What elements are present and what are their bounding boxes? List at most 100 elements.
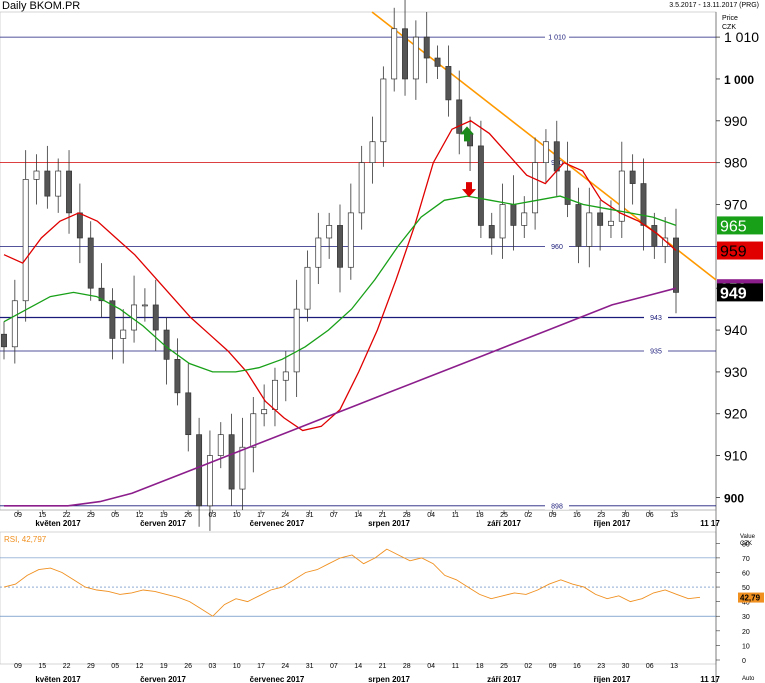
candle: [272, 379, 278, 410]
candle: [152, 304, 159, 331]
x-tick-label: 15: [38, 512, 46, 519]
rsi-x-tick-label: 21: [379, 663, 387, 670]
rsi-x-tick-label: 31: [306, 663, 314, 670]
x-tick-label: 19: [160, 512, 168, 519]
x-tick-label: 11: [452, 512, 459, 519]
candle: [304, 266, 311, 310]
hline-label-bg: [545, 501, 569, 510]
candle: [315, 237, 322, 268]
candle: [510, 204, 517, 226]
candle: [618, 170, 625, 222]
x-tick-label: 16: [573, 512, 581, 519]
candle: [542, 141, 549, 164]
hline-label: 898: [551, 503, 563, 510]
candle: [412, 36, 419, 80]
rsi-y-tick-label: 50: [742, 585, 750, 592]
rsi-x-tick-label: 29: [87, 663, 95, 670]
candle: [673, 237, 679, 293]
candle: [196, 434, 203, 507]
candle: [532, 162, 539, 214]
candle: [206, 455, 213, 507]
candle: [434, 57, 441, 67]
x-tick-label: 17: [257, 512, 265, 519]
y-axis-unit: CZK: [722, 24, 736, 31]
rsi-x-tick-label: 23: [597, 663, 605, 670]
y-tick-label: 970: [724, 197, 748, 213]
candle: [445, 66, 452, 101]
rsi-x-tick-label: 18: [476, 663, 484, 670]
candle: [477, 145, 484, 226]
candle: [174, 358, 181, 394]
candle: [1, 333, 7, 348]
candle: [402, 28, 408, 80]
y-tick-label: 900: [724, 491, 744, 505]
x-tick-label: 02: [524, 512, 532, 519]
candle: [608, 220, 614, 226]
y-tick-label: 910: [724, 448, 748, 464]
candle: [76, 212, 83, 239]
candle: [640, 183, 647, 226]
candle: [553, 141, 560, 172]
candle: [22, 179, 29, 302]
rsi-title: RSI, 42,797: [4, 535, 47, 544]
candle: [564, 170, 571, 205]
candle: [369, 141, 376, 164]
rsi-y-tick-label: 60: [742, 570, 750, 577]
rsi-x-tick-label: 30: [622, 663, 630, 670]
ma-slow-line: [4, 287, 677, 507]
candle: [326, 225, 333, 239]
hline-label-bg: [545, 33, 569, 42]
rsi-x-tick-label: 14: [354, 663, 362, 670]
x-tick-label: 22: [63, 512, 71, 519]
x-tick-label: 09: [14, 512, 22, 519]
rsi-x-tick-label: 11: [452, 663, 459, 670]
candle: [337, 225, 343, 268]
rsi-y-tick-label: 0: [742, 658, 746, 665]
y-tick-label: 990: [724, 113, 748, 129]
candle: [33, 170, 40, 180]
x-tick-label: 06: [646, 512, 654, 519]
month-label: červenec 2017: [250, 519, 305, 528]
ma-fast-line: [3, 120, 677, 432]
ma-mid-line: [3, 195, 677, 373]
x-tick-label: 09: [549, 512, 557, 519]
hline-label-bg: [644, 346, 668, 355]
y-tick-label: 980: [724, 155, 748, 171]
y-tick-label: 930: [724, 364, 748, 380]
rsi-x-tick-label: 19: [160, 663, 168, 670]
rsi-x-tick-label: 28: [403, 663, 411, 670]
y-axis-title: Price: [722, 15, 738, 22]
x-tick-label: 13: [670, 512, 678, 519]
sell-arrow-icon: [462, 182, 476, 198]
date-range: 3.5.2017 - 13.11.2017 (PRG): [669, 2, 759, 9]
buy-arrow-icon: [460, 126, 474, 142]
candle: [98, 287, 105, 302]
candle: [55, 170, 62, 197]
hline-label: 960: [551, 244, 563, 251]
candle: [141, 304, 148, 307]
candle: [380, 78, 387, 143]
rsi-month-label: červen 2017: [140, 675, 186, 683]
rsi-line: [3, 548, 701, 617]
price-label: 949: [720, 285, 747, 302]
rsi-x-tick-label: 02: [524, 663, 532, 670]
rsi-x-tick-label: 10: [233, 663, 241, 670]
chart-title: Daily BKOM.PR: [2, 0, 81, 12]
price-label: 959: [720, 244, 747, 261]
x-tick-label: 28: [403, 512, 411, 519]
candle: [11, 300, 18, 348]
price-label-bg: [717, 283, 763, 302]
x-tick-label: 04: [427, 512, 435, 519]
rsi-y-tick-label: 30: [742, 614, 750, 621]
y-tick-label: 1 010: [724, 29, 759, 45]
rsi-x-tick-label: 13: [670, 663, 678, 670]
candle: [282, 371, 289, 381]
rsi-x-tick-label: 04: [427, 663, 435, 670]
x-tick-label: 03: [209, 512, 217, 519]
rsi-last-label: 42,79: [740, 594, 761, 603]
candle: [109, 300, 116, 339]
rsi-x-tick-label: 24: [281, 663, 289, 670]
rsi-x-tick-label: 25: [500, 663, 508, 670]
candle: [250, 413, 257, 448]
candle: [217, 434, 224, 456]
